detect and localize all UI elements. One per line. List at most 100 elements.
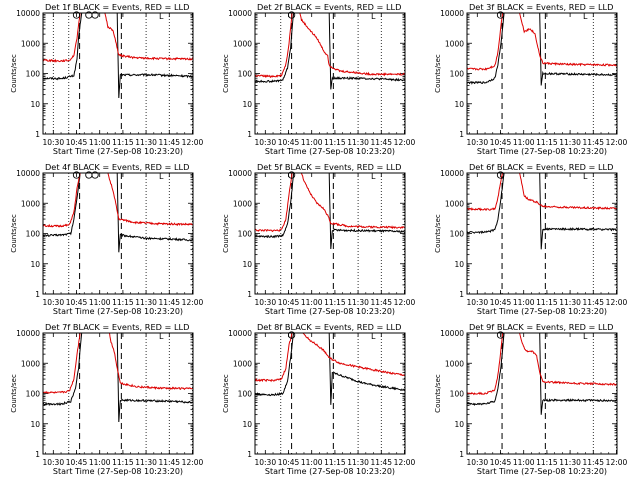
x-tick-label: 11:15 xyxy=(324,458,346,467)
y-tick-label: 100 xyxy=(450,390,465,399)
x-tick-label: 11:30 xyxy=(347,458,369,467)
x-tick-label: 11:15 xyxy=(536,138,558,147)
panel-title: Det 9f BLACK = Events, RED = LLD xyxy=(469,322,613,332)
y-tick-label: 10 xyxy=(30,420,40,429)
x-axis-label: Start Time (27-Sep-08 10:23:20) xyxy=(265,147,395,156)
x-axis-label: Start Time (27-Sep-08 10:23:20) xyxy=(477,307,607,316)
x-tick-label: 12:00 xyxy=(394,298,416,307)
flag-marker xyxy=(91,11,99,19)
x-axis-label: Start Time (27-Sep-08 10:23:20) xyxy=(265,307,395,316)
series-events xyxy=(255,173,405,250)
series-lld xyxy=(43,13,193,63)
y-tick-label: 10 xyxy=(454,260,464,269)
legend-marker: L xyxy=(159,12,164,21)
plot-frame xyxy=(466,332,618,455)
x-tick-label: 12:00 xyxy=(394,138,416,147)
y-tick-label: 1000 xyxy=(233,199,252,208)
x-tick-label: 11:30 xyxy=(347,298,369,307)
x-axis-label: Start Time (27-Sep-08 10:23:20) xyxy=(53,467,183,476)
y-tick-label: 1000 xyxy=(21,359,40,368)
y-tick-label: 10000 xyxy=(440,169,464,178)
y-tick-label: 1 xyxy=(459,130,464,139)
flag-marker xyxy=(72,171,81,179)
x-axis-label: Start Time (27-Sep-08 10:23:20) xyxy=(477,147,607,156)
x-tick-label: 10:30 xyxy=(254,298,276,307)
x-tick-label: 11:45 xyxy=(370,138,392,147)
panel-det-9f: Det 9f BLACK = Events, RED = LLD 1 10 100 10… xyxy=(434,322,628,476)
y-tick-label: 100 xyxy=(26,70,41,79)
plot-frame xyxy=(42,332,194,455)
x-tick-label: 12:00 xyxy=(606,458,628,467)
legend-marker: L xyxy=(371,332,376,341)
flag-marker xyxy=(287,11,296,19)
x-tick-label: 11:30 xyxy=(135,138,157,147)
x-tick-label: 10:45 xyxy=(490,138,512,147)
x-axis-label: Start Time (27-Sep-08 10:23:20) xyxy=(53,307,183,316)
x-tick-label: 11:00 xyxy=(301,458,323,467)
x-tick-label: 11:30 xyxy=(559,458,581,467)
series-lld xyxy=(43,333,193,394)
flag-marker xyxy=(496,331,505,339)
x-tick-label: 10:30 xyxy=(466,138,488,147)
x-tick-label: 11:15 xyxy=(536,298,558,307)
x-tick-label: 11:15 xyxy=(112,138,134,147)
x-tick-label: 11:45 xyxy=(158,458,180,467)
plot-frame xyxy=(466,12,618,135)
x-tick-label: 11:00 xyxy=(89,298,111,307)
x-tick-label: 12:00 xyxy=(394,458,416,467)
y-tick-label: 1000 xyxy=(21,39,40,48)
x-tick-label: 11:00 xyxy=(89,138,111,147)
panel-det-5f: Det 5f BLACK = Events, RED = LLD 1 10 100 10… xyxy=(222,162,416,316)
y-axis-label: Counts/sec xyxy=(10,374,18,413)
x-tick-label: 11:00 xyxy=(513,458,535,467)
y-tick-label: 1000 xyxy=(233,359,252,368)
series-lld xyxy=(255,13,405,79)
y-tick-label: 10000 xyxy=(16,169,40,178)
legend-marker: L xyxy=(583,12,588,21)
series-events xyxy=(43,173,193,253)
flag-marker xyxy=(496,11,505,19)
x-tick-label: 10:45 xyxy=(278,298,300,307)
x-axis-label: Start Time (27-Sep-08 10:23:20) xyxy=(265,467,395,476)
plot-frame xyxy=(254,12,406,135)
series-lld xyxy=(467,333,617,396)
series-lld xyxy=(255,173,405,233)
x-tick-label: 10:30 xyxy=(466,298,488,307)
x-tick-label: 11:15 xyxy=(324,138,346,147)
y-tick-label: 100 xyxy=(450,230,465,239)
y-tick-label: 10 xyxy=(454,420,464,429)
legend-marker: L xyxy=(371,12,376,21)
y-tick-label: 10 xyxy=(242,260,252,269)
x-tick-label: 11:15 xyxy=(112,298,134,307)
series-events xyxy=(255,333,405,405)
panel-title: Det 8f BLACK = Events, RED = LLD xyxy=(257,322,401,332)
y-tick-label: 1 xyxy=(247,290,252,299)
x-tick-label: 10:45 xyxy=(490,458,512,467)
plot-frame xyxy=(466,172,618,295)
x-tick-label: 11:45 xyxy=(582,138,604,147)
series-lld xyxy=(43,173,193,228)
x-tick-label: 11:30 xyxy=(135,298,157,307)
x-tick-label: 11:30 xyxy=(347,138,369,147)
y-tick-label: 1 xyxy=(459,290,464,299)
x-tick-label: 12:00 xyxy=(606,298,628,307)
panel-det-4f: Det 4f BLACK = Events, RED = LLD 1 10 100 10… xyxy=(10,162,204,316)
series-events xyxy=(255,13,405,90)
y-axis-label: Counts/sec xyxy=(222,374,230,413)
y-tick-label: 1 xyxy=(459,450,464,459)
series-events xyxy=(467,13,617,86)
x-tick-label: 11:00 xyxy=(301,138,323,147)
y-axis-label: Counts/sec xyxy=(10,214,18,253)
x-tick-label: 10:30 xyxy=(254,458,276,467)
flag-marker xyxy=(72,11,81,19)
legend-marker: L xyxy=(159,172,164,181)
x-tick-label: 10:30 xyxy=(42,458,64,467)
y-tick-label: 10000 xyxy=(228,9,252,18)
y-tick-label: 10000 xyxy=(228,329,252,338)
legend-marker: L xyxy=(583,332,588,341)
y-tick-label: 10 xyxy=(30,100,40,109)
y-tick-label: 100 xyxy=(26,230,41,239)
y-axis-label: Counts/sec xyxy=(434,374,442,413)
x-tick-label: 11:45 xyxy=(370,298,392,307)
